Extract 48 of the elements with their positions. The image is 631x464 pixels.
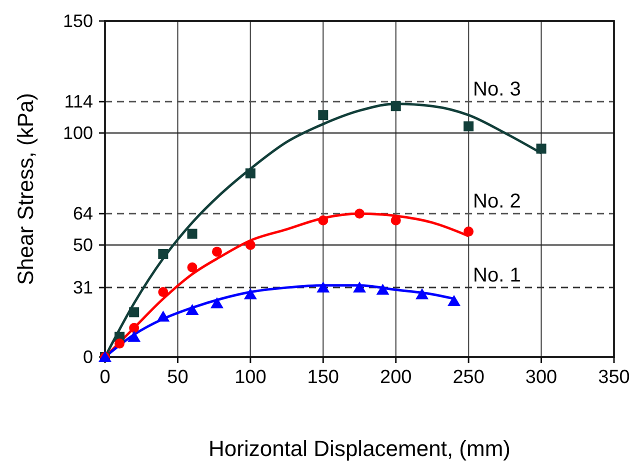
- x-tick-label: 200: [380, 367, 412, 388]
- point: [156, 310, 170, 322]
- point: [353, 282, 366, 293]
- y-tick-label: 0: [82, 347, 93, 367]
- point: [316, 282, 330, 293]
- annotation: No. 2: [473, 190, 521, 213]
- point: [464, 226, 474, 237]
- annotation: No. 3: [473, 78, 521, 101]
- point: [245, 168, 256, 178]
- point: [212, 246, 222, 257]
- point: [128, 330, 141, 342]
- point: [129, 322, 140, 333]
- x-tick-label: 150: [307, 367, 339, 388]
- x-tick-label: 0: [100, 367, 110, 388]
- y-tick-label: 150: [62, 11, 93, 31]
- point: [244, 288, 257, 300]
- point: [448, 295, 461, 306]
- point: [318, 110, 328, 120]
- x-axis-title: Horizontal Displacement, (mm): [208, 436, 510, 461]
- x-tick-label: 350: [598, 367, 630, 388]
- y-tick-label: 50: [72, 235, 93, 255]
- y-axis-title: Shear Stress, (kPa): [13, 93, 38, 285]
- ref-line-label: 31: [72, 278, 93, 298]
- point: [210, 297, 224, 308]
- point: [187, 262, 198, 272]
- x-tick-label: 300: [525, 367, 558, 388]
- annotation: No. 1: [473, 264, 521, 287]
- ref-line-label: 114: [64, 92, 93, 112]
- y-tick-label: 100: [62, 123, 93, 143]
- point: [187, 228, 198, 239]
- point: [318, 215, 328, 226]
- ref-line-label: 64: [72, 204, 93, 224]
- x-tick-label: 100: [234, 367, 266, 388]
- point: [464, 121, 474, 132]
- x-tick-label: 50: [167, 367, 188, 388]
- point: [416, 288, 429, 300]
- point: [354, 208, 364, 219]
- point: [376, 284, 390, 295]
- point: [245, 240, 256, 250]
- point: [390, 101, 401, 112]
- point: [390, 215, 401, 226]
- point: [114, 338, 125, 349]
- point: [158, 287, 168, 298]
- point: [129, 307, 140, 318]
- point: [186, 304, 199, 315]
- point: [158, 248, 168, 259]
- x-tick-label: 250: [452, 367, 484, 388]
- point: [536, 144, 546, 154]
